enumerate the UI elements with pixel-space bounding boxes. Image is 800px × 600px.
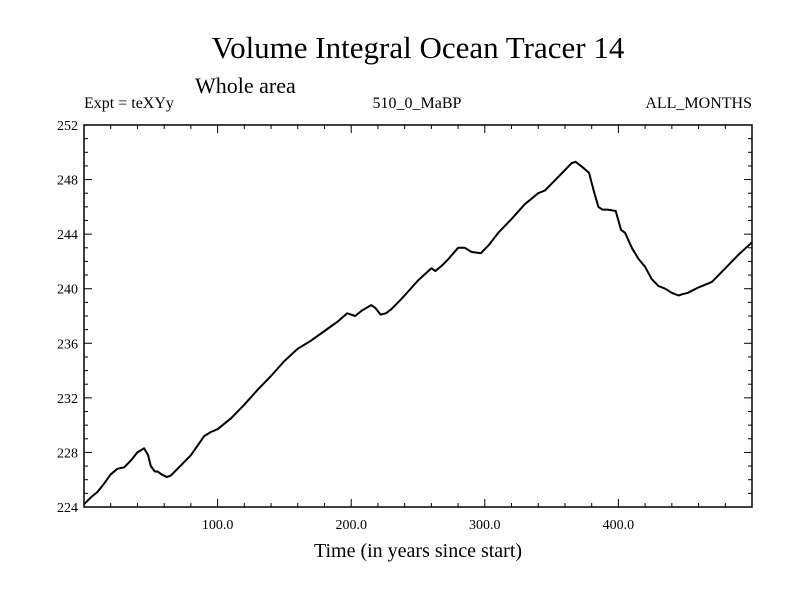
y-tick-label: 228 [57, 446, 78, 461]
x-tick-label: 300.0 [469, 518, 501, 533]
plot-frame [83, 124, 753, 508]
y-tick-label: 236 [57, 337, 78, 352]
y-tick-label: 252 [57, 119, 78, 134]
x-tick-label: 400.0 [603, 518, 635, 533]
chart-title: Volume Integral Ocean Tracer 14 [212, 30, 625, 65]
y-tick-label: 232 [57, 392, 78, 407]
chart-subtitle: Whole area [195, 73, 296, 98]
y-tick-label: 248 [57, 174, 78, 189]
x-axis-title: Time (in years since start) [314, 540, 522, 562]
period-label: 510_0_MaBP [373, 95, 462, 112]
x-tick-label: 200.0 [335, 518, 367, 533]
y-tick-label: 224 [57, 501, 78, 516]
plot-area: 224 228 232 236 240 244 248 252 100.0 200.0 300.0 4… [57, 119, 753, 533]
months-label: ALL_MONTHS [645, 95, 752, 112]
y-tick-label: 244 [57, 228, 78, 243]
y-tick-label: 240 [57, 283, 78, 298]
series-line-0 [83, 160, 753, 506]
x-tick-label: 100.0 [202, 518, 234, 533]
experiment-label: Expt = teXYy [84, 95, 174, 112]
